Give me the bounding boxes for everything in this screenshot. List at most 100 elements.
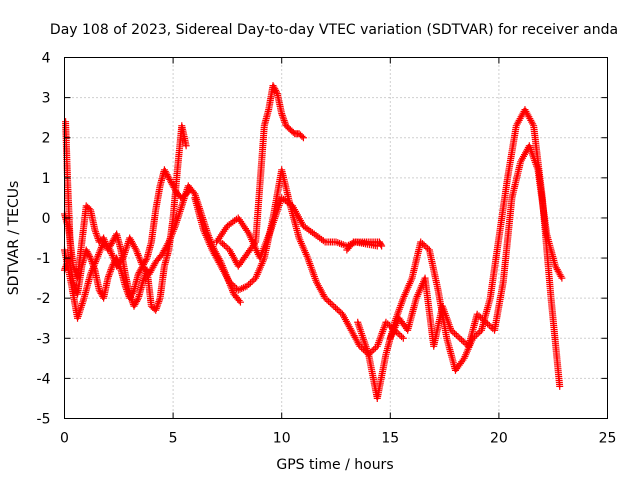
data-point [106, 269, 114, 277]
data-point [87, 254, 95, 262]
data-point [155, 298, 163, 306]
data-point [281, 118, 289, 126]
plot-frame [64, 57, 608, 419]
data-point [330, 302, 338, 310]
data-point [248, 277, 256, 285]
data-point [219, 240, 227, 248]
y-tick-label: 0 [42, 211, 51, 227]
data-point [153, 303, 161, 311]
y-tick-label: 3 [42, 91, 51, 107]
data-point [279, 113, 287, 121]
data-point [154, 299, 162, 307]
data-point [328, 301, 336, 309]
y-tick-label: -5 [37, 412, 51, 428]
data-point [131, 244, 139, 252]
data-point [105, 271, 113, 279]
data-point [557, 272, 565, 280]
y-tick-label: -1 [37, 251, 51, 267]
data-point [133, 296, 141, 304]
data-point [127, 294, 135, 302]
data-point [298, 132, 306, 140]
data-point [93, 233, 101, 241]
data-point [141, 273, 149, 281]
data-point [126, 292, 134, 300]
series-track-e [217, 82, 307, 270]
data-point [139, 278, 147, 286]
data-point [332, 304, 340, 312]
data-point [278, 111, 286, 119]
data-point [139, 276, 147, 284]
x-tick-label: 5 [169, 431, 178, 447]
data-point [104, 274, 112, 282]
data-point [71, 267, 79, 275]
x-tick-label: 20 [490, 431, 508, 447]
y-tick-label: 4 [42, 51, 51, 67]
data-point [107, 266, 115, 274]
x-tick-label: 25 [599, 431, 617, 447]
data-point [108, 264, 116, 272]
y-tick-label: 2 [42, 131, 51, 147]
data-point [93, 231, 101, 239]
data-point [456, 334, 464, 342]
data-point [164, 240, 172, 248]
x-tick-label: 15 [381, 431, 399, 447]
x-axis-label: GPS time / hours [276, 457, 393, 473]
data-point [556, 382, 564, 390]
data-point [106, 267, 114, 275]
y-axis-label: SDTVAR / TECUs [6, 181, 22, 296]
y-tick-labels: -5 -4 -3 -2 -1 0 1 2 3 4 [37, 51, 51, 428]
data-point [222, 243, 230, 251]
data-point [396, 331, 404, 339]
series-track-j [343, 238, 386, 254]
data-point [454, 333, 462, 341]
data-point [86, 252, 94, 260]
data-point [182, 142, 190, 150]
data-point [280, 115, 288, 123]
data-point [105, 272, 113, 280]
data-point [155, 296, 163, 304]
data-point [154, 301, 162, 309]
data-point [335, 307, 343, 315]
data-point [70, 264, 78, 272]
data-point [92, 228, 100, 236]
data-point [378, 242, 386, 250]
data-point [236, 298, 244, 306]
data-point [558, 274, 566, 282]
x-tick-labels: 0 5 10 15 20 25 [60, 431, 616, 447]
data-point [348, 240, 356, 248]
data-point [299, 134, 307, 142]
series-track-g [354, 106, 564, 402]
data-point [458, 336, 466, 344]
data-point [92, 229, 100, 237]
y-tick-label: -2 [37, 291, 51, 307]
data-point [140, 275, 148, 283]
chart-title: Day 108 of 2023, Sidereal Day-to-day VTE… [50, 22, 618, 38]
axis-ticks [64, 57, 608, 419]
y-tick-label: -4 [37, 371, 51, 387]
data-markers [61, 82, 566, 402]
data-point [280, 117, 288, 125]
series-track-f [213, 194, 381, 262]
data-point [377, 241, 385, 249]
data-point [152, 306, 160, 314]
data-point [459, 356, 467, 364]
data-point [69, 262, 77, 270]
data-point [126, 290, 134, 298]
series-track-h [386, 142, 566, 350]
data-point [142, 256, 150, 264]
data-point [152, 304, 160, 312]
y-tick-label: 1 [42, 171, 51, 187]
data-point [452, 331, 460, 339]
data-point [451, 329, 459, 337]
data-point [235, 297, 243, 305]
data-point [220, 241, 228, 249]
data-point [326, 299, 334, 307]
data-point [70, 266, 78, 274]
data-point [399, 334, 407, 342]
data-point [278, 110, 286, 118]
x-tick-label: 10 [273, 431, 291, 447]
series-track-i [62, 118, 75, 262]
x-tick-label: 0 [60, 431, 69, 447]
y-tick-label: -3 [37, 331, 51, 347]
